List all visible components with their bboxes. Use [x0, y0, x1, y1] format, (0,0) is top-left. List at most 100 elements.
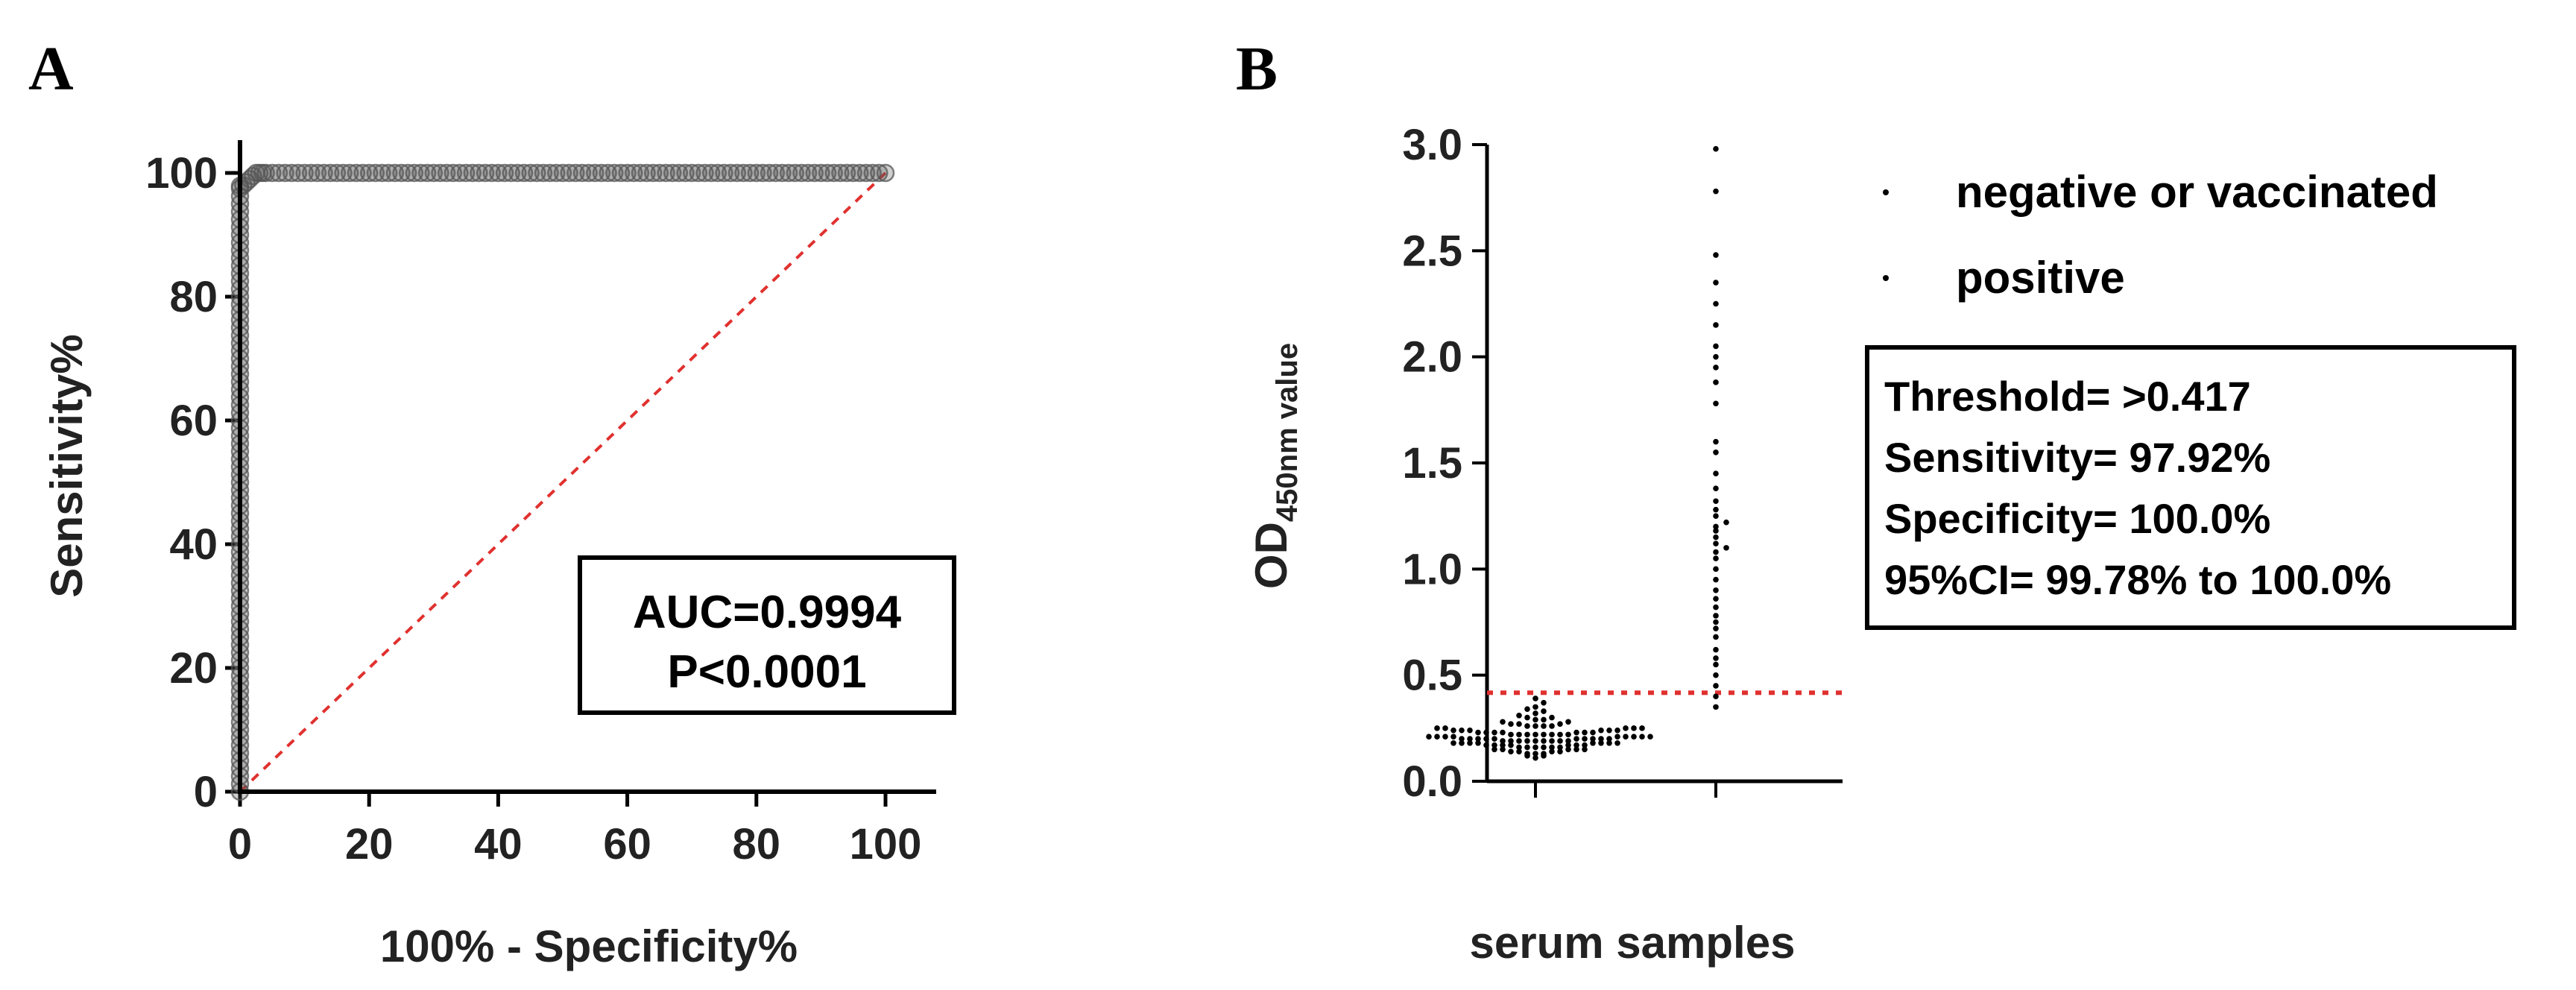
negative-sample-point — [1500, 746, 1506, 753]
roc-x-tick-label: 0 — [228, 820, 252, 868]
negative-sample-point — [1516, 721, 1522, 727]
roc-point — [734, 163, 753, 183]
negative-sample-point — [1639, 734, 1645, 740]
negative-sample-point — [1598, 736, 1604, 742]
od-y-tick-label: 0.0 — [1402, 757, 1462, 806]
roc-point — [579, 163, 598, 183]
negative-sample-point — [1508, 748, 1514, 754]
od-y-tick-label: 2.5 — [1402, 227, 1462, 275]
roc-point — [514, 163, 534, 183]
positive-sample-point — [1713, 400, 1719, 407]
negative-sample-point — [1524, 723, 1530, 729]
negative-sample-point — [1434, 725, 1440, 731]
positive-sample-point — [1713, 655, 1719, 661]
negative-sample-point — [1606, 740, 1612, 746]
roc-point — [385, 163, 405, 183]
negative-sample-point — [1508, 742, 1514, 748]
negative-sample-point — [1524, 706, 1530, 713]
negative-sample-point — [1500, 742, 1506, 748]
roc-point — [870, 163, 888, 183]
auc-value: AUC=0.9994 — [633, 587, 902, 638]
roc-point — [424, 163, 443, 183]
roc-point — [534, 163, 553, 183]
roc-point — [618, 163, 637, 183]
roc-point — [482, 163, 501, 183]
negative-sample-point — [1549, 744, 1555, 751]
positive-sample-point — [1713, 523, 1719, 530]
roc-point — [347, 163, 366, 183]
roc-point — [502, 163, 520, 183]
positive-sample-point — [1713, 587, 1719, 593]
roc-x-tick-label: 20 — [345, 820, 394, 868]
roc-point — [695, 163, 714, 183]
positive-sample-point — [1713, 613, 1719, 619]
roc-point — [844, 163, 862, 183]
negative-sample-point — [1524, 751, 1530, 757]
positive-sample-point — [1713, 619, 1719, 625]
roc-point — [818, 163, 837, 183]
negative-sample-point — [1623, 725, 1629, 731]
roc-y-tick-label: 20 — [169, 644, 218, 693]
roc-point — [463, 163, 482, 183]
negative-sample-point — [1557, 744, 1563, 751]
od-y-axis-label: OD450nm value — [1246, 343, 1304, 589]
roc-y-axis-label: Sensitivity% — [42, 334, 92, 597]
ci-text: 95%CI= 99.78% to 100.0% — [1884, 556, 2391, 603]
od-scatter-chart: 0.0 0.5 1.0 1.5 2.0 2.5 3.0 OD450nm value seru… — [1246, 121, 2516, 968]
roc-point — [779, 163, 798, 183]
roc-point — [611, 163, 631, 183]
roc-point — [321, 163, 340, 183]
negative-sample-point — [1598, 727, 1604, 734]
positive-sample-point — [1713, 188, 1719, 195]
roc-y-tick-label: 100 — [145, 149, 218, 198]
roc-x-tick-label: 80 — [733, 820, 781, 868]
roc-y-tick-label: 80 — [169, 273, 218, 321]
roc-point — [443, 163, 463, 183]
negative-sample-point — [1434, 734, 1440, 740]
negative-sample-point — [1516, 738, 1522, 744]
positive-sample-point — [1713, 566, 1719, 573]
positive-sample-point — [1723, 519, 1729, 526]
negative-sample-point — [1532, 704, 1538, 710]
positive-sample-point — [1713, 683, 1719, 689]
negative-sample-point — [1582, 746, 1588, 753]
negative-sample-point — [1541, 731, 1547, 738]
negative-sample-point — [1549, 723, 1555, 729]
roc-point — [805, 163, 824, 183]
negative-sample-point — [1500, 738, 1506, 744]
negative-sample-point — [1532, 754, 1538, 761]
positive-sample-point — [1713, 365, 1719, 371]
roc-point — [540, 163, 559, 183]
negative-sample-point — [1549, 714, 1555, 721]
negative-sample-point — [1573, 742, 1579, 748]
roc-point — [773, 163, 792, 183]
negative-sample-point — [1500, 719, 1506, 725]
roc-point — [359, 163, 379, 183]
negative-sample-point — [1557, 748, 1563, 754]
roc-y-ticks: 0 20 40 60 80 100 — [145, 149, 240, 816]
threshold-annotation-box: Threshold= >0.417 Sensitivity= 97.92% Sp… — [1865, 345, 2516, 630]
positive-sample-point — [1713, 498, 1719, 505]
negative-sample-point — [1483, 729, 1489, 736]
positive-sample-point — [1713, 506, 1719, 513]
roc-point — [798, 163, 818, 183]
negative-sample-point — [1516, 748, 1522, 754]
roc-y-tick-label: 60 — [169, 397, 218, 445]
roc-point — [417, 163, 437, 183]
roc-point — [282, 163, 301, 183]
roc-reference-line — [239, 171, 887, 793]
negative-sample-point — [1491, 729, 1497, 736]
roc-point — [792, 163, 811, 183]
positive-sample-point — [1713, 353, 1719, 360]
positive-sample-point — [1713, 145, 1719, 152]
negative-sample-point — [1565, 738, 1571, 744]
roc-point — [456, 163, 476, 183]
positive-sample-point — [1713, 438, 1719, 445]
negative-sample-point — [1491, 736, 1497, 742]
roc-point — [766, 163, 786, 183]
negative-sample-point — [1459, 740, 1465, 746]
roc-point — [876, 163, 895, 183]
roc-point — [353, 163, 372, 183]
roc-point — [489, 163, 508, 183]
negative-sample-point — [1532, 710, 1538, 716]
